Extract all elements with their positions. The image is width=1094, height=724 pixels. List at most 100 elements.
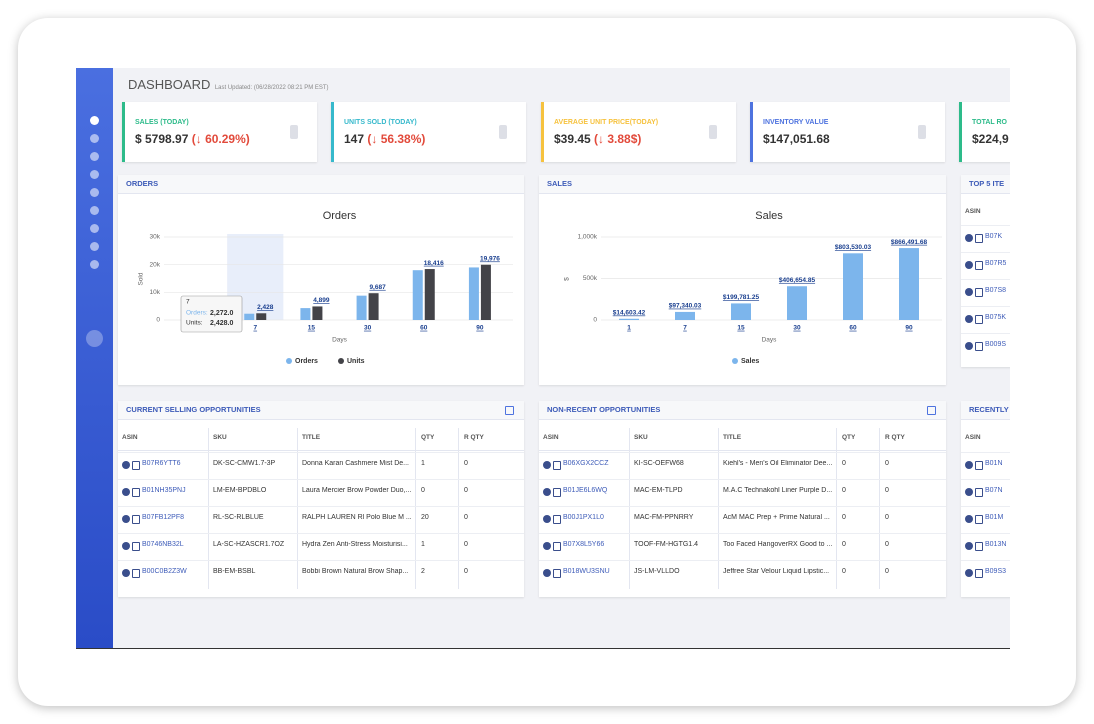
external-link[interactable] <box>927 406 936 415</box>
copy-icon[interactable] <box>975 569 983 578</box>
remove-icon[interactable] <box>543 461 551 469</box>
remove-icon[interactable] <box>543 542 551 550</box>
copy-icon[interactable] <box>553 569 561 578</box>
remove-icon[interactable] <box>543 515 551 523</box>
asin-link[interactable]: B01M <box>985 514 1004 521</box>
y-axis-label: Sold <box>138 272 145 285</box>
copy-icon[interactable] <box>975 315 983 324</box>
remove-icon[interactable] <box>122 461 130 469</box>
asin-link[interactable]: B07S8 <box>985 287 1007 294</box>
remove-icon[interactable] <box>965 261 973 269</box>
copy-icon[interactable] <box>975 515 983 524</box>
panel-title: CURRENT SELLING OPPORTUNITIES <box>118 401 524 420</box>
copy-icon[interactable] <box>553 542 561 551</box>
nav-icon[interactable] <box>90 224 99 233</box>
remove-icon[interactable] <box>965 515 973 523</box>
remove-icon[interactable] <box>965 315 973 323</box>
remove-icon[interactable] <box>965 488 973 496</box>
asin-link[interactable]: B018WU3SNU <box>563 568 610 575</box>
copy-icon[interactable] <box>553 461 561 470</box>
asin-link[interactable]: B00C0B2Z3W <box>142 568 187 575</box>
remove-icon[interactable] <box>965 288 973 296</box>
table-cell: 0 <box>842 460 846 467</box>
table-cell: 0 <box>464 460 468 467</box>
nav-icon[interactable] <box>90 134 99 143</box>
table-cell: Bobbi Brown Natural Brow Shap... <box>302 568 409 575</box>
copy-icon[interactable] <box>553 515 561 524</box>
bar <box>619 318 639 320</box>
asin-link[interactable]: B07R5 <box>985 260 1007 267</box>
asin-link[interactable]: B013N <box>985 541 1007 548</box>
kpi-label: UNITS SOLD (TODAY) <box>344 119 417 126</box>
kpi-icon <box>290 125 298 139</box>
asin-link[interactable]: B09S3 <box>985 568 1007 575</box>
asin-link[interactable]: B06XGX2CCZ <box>563 460 609 467</box>
copy-icon[interactable] <box>132 461 140 470</box>
x-tick-label: 60 <box>420 325 428 332</box>
page-header: DASHBOARD Last Updated: (06/28/2022 08:2… <box>128 76 329 94</box>
copy-icon[interactable] <box>975 342 983 351</box>
asin-link[interactable]: B075K <box>985 314 1007 321</box>
column-divider <box>879 428 880 589</box>
remove-icon[interactable] <box>122 488 130 496</box>
column-header: TITLE <box>723 434 742 441</box>
copy-icon[interactable] <box>132 488 140 497</box>
copy-icon[interactable] <box>132 569 140 578</box>
copy-icon[interactable] <box>132 515 140 524</box>
data-label: 9,687 <box>369 284 386 291</box>
asin-link[interactable]: B07N <box>985 487 1003 494</box>
asin-link[interactable]: B01NH35PNJ <box>142 487 186 494</box>
copy-icon[interactable] <box>132 542 140 551</box>
asin-link[interactable]: B009S <box>985 341 1007 348</box>
copy-icon[interactable] <box>553 488 561 497</box>
table-cell: 1 <box>421 460 425 467</box>
asin-link[interactable]: B07K <box>985 233 1003 240</box>
collapse-button[interactable] <box>86 330 103 347</box>
asin-link[interactable]: B07FB12PF8 <box>142 514 185 521</box>
nav-icon[interactable] <box>90 242 99 251</box>
asin-link[interactable]: B07R6YTT6 <box>142 460 181 467</box>
asin-link[interactable]: B01N <box>985 460 1003 467</box>
remove-icon[interactable] <box>543 569 551 577</box>
copy-icon[interactable] <box>975 234 983 243</box>
row-rule <box>961 306 1010 307</box>
chart-title: Sales <box>755 210 783 222</box>
remove-icon[interactable] <box>122 569 130 577</box>
asin-link[interactable]: B00J1PX1L0 <box>563 514 604 521</box>
remove-icon[interactable] <box>543 488 551 496</box>
table-cell: RL-SC-RLBLUE <box>213 514 264 521</box>
kpi-card: UNITS SOLD (TODAY) 147 (↓ 56.38%) <box>331 102 526 162</box>
copy-icon[interactable] <box>975 461 983 470</box>
copy-icon[interactable] <box>975 288 983 297</box>
bar <box>480 264 491 320</box>
remove-icon[interactable] <box>122 515 130 523</box>
remove-icon[interactable] <box>965 234 973 242</box>
table-cell: Too Faced HangoverRX Good to ... <box>723 541 832 548</box>
remove-icon[interactable] <box>965 542 973 550</box>
x-tick-label: 60 <box>849 325 857 332</box>
copy-icon[interactable] <box>975 261 983 270</box>
asin-link[interactable]: B01JE6L6WQ <box>563 487 608 494</box>
remove-icon[interactable] <box>965 461 973 469</box>
remove-icon[interactable] <box>965 342 973 350</box>
copy-icon[interactable] <box>975 488 983 497</box>
nav-icon[interactable] <box>90 116 99 125</box>
asin-link[interactable]: B07X8L5Y66 <box>563 541 605 548</box>
copy-icon[interactable] <box>975 542 983 551</box>
remove-icon[interactable] <box>122 542 130 550</box>
nav-icon[interactable] <box>90 206 99 215</box>
column-header: ASIN <box>543 434 559 441</box>
row-rule <box>118 479 524 480</box>
nav-icon[interactable] <box>90 170 99 179</box>
external-link[interactable] <box>505 406 514 415</box>
y-tick-label: 10k <box>150 289 161 296</box>
asin-link[interactable]: B0746NB32L <box>142 541 184 548</box>
row-rule <box>961 479 1010 480</box>
nav-icon[interactable] <box>90 260 99 269</box>
x-axis-label: Days <box>762 337 778 344</box>
panel-title: NON-RECENT OPPORTUNITIES <box>539 401 946 420</box>
remove-icon[interactable] <box>965 569 973 577</box>
table-cell: KI-SC-OEFW68 <box>634 460 684 467</box>
nav-icon[interactable] <box>90 188 99 197</box>
nav-icon[interactable] <box>90 152 99 161</box>
